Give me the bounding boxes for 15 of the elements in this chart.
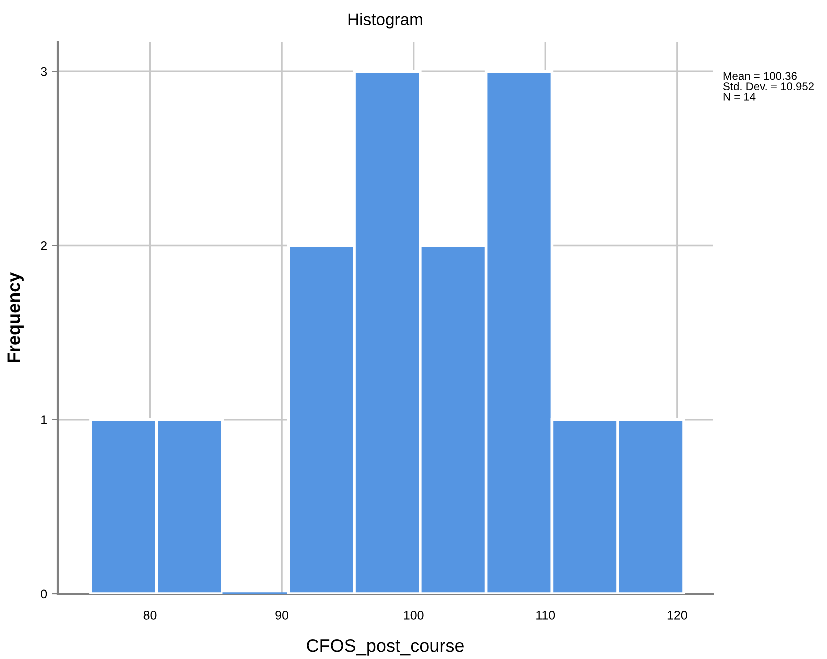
y-tick-label: 3 bbox=[41, 67, 48, 76]
y-tick-label: 1 bbox=[42, 416, 47, 424]
x-tick-label: 110 bbox=[536, 610, 556, 620]
text: N = 14 bbox=[724, 93, 756, 101]
text: Std. Dev. = 10.952 bbox=[724, 82, 814, 91]
y-tick-label: 2 bbox=[41, 242, 47, 250]
x-axis-title: CFOS_post_course bbox=[307, 639, 464, 656]
chart-title: Histogram bbox=[348, 13, 422, 29]
y-axis-title: Frequency bbox=[8, 272, 24, 362]
x-tick-label: 120 bbox=[668, 610, 688, 620]
x-tick-label: 90 bbox=[276, 610, 289, 620]
text: Mean = 100.36 bbox=[724, 72, 797, 80]
y-tick-label: 0 bbox=[41, 590, 48, 599]
x-tick-label: 80 bbox=[144, 610, 157, 620]
x-tick-label: 100 bbox=[404, 610, 424, 620]
